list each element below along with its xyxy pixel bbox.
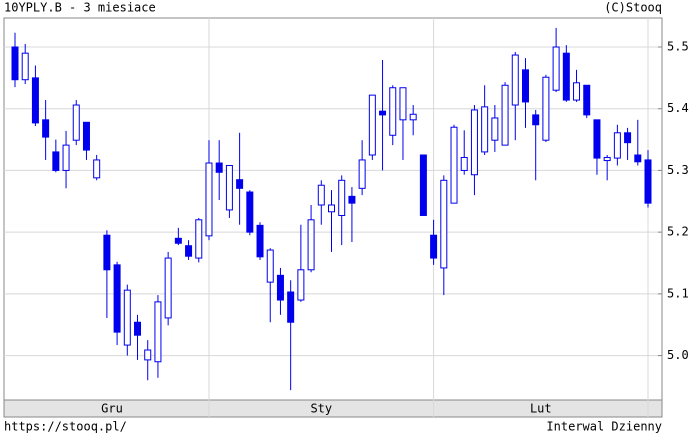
candle-body: [419, 154, 427, 216]
candle-body: [613, 132, 621, 159]
candle-body: [521, 69, 529, 103]
candle-body: [113, 264, 121, 333]
candle-body: [644, 159, 652, 204]
candle-body: [562, 52, 570, 101]
candle-body: [583, 84, 591, 116]
candle-body: [205, 162, 213, 237]
candle-body: [501, 84, 509, 146]
candle-body: [134, 321, 142, 336]
candle-body: [185, 245, 193, 257]
candle-body: [11, 46, 19, 81]
candle-body: [72, 104, 80, 141]
candle-body: [552, 46, 560, 91]
candle-body: [52, 151, 60, 171]
candle-body: [573, 82, 581, 101]
candle-body: [511, 54, 519, 106]
candle-body: [532, 114, 540, 126]
candle-body: [491, 117, 499, 141]
candle-body: [82, 121, 90, 151]
x-tick-label: Sty: [310, 402, 332, 416]
candle-body: [256, 224, 264, 258]
candle-body: [42, 119, 50, 138]
candle-body: [174, 237, 182, 244]
candle-body: [62, 144, 70, 171]
candle-body: [266, 249, 274, 283]
candle-body: [195, 219, 203, 259]
candle-body: [348, 195, 356, 204]
candle-body: [276, 274, 284, 301]
candle-body: [440, 179, 448, 269]
interval: Interwal Dzienny: [546, 420, 662, 434]
candle-body: [154, 301, 162, 363]
x-tick-label: Gru: [101, 402, 123, 416]
candle-body: [21, 52, 29, 81]
candle-body: [246, 191, 254, 233]
candle-body: [297, 269, 305, 301]
candle-body: [103, 234, 111, 271]
candle-body: [93, 159, 101, 179]
candle-body: [634, 154, 642, 163]
candle-body: [328, 204, 335, 213]
candle-body: [368, 94, 376, 156]
candle-body: [287, 291, 295, 323]
candle-body: [123, 289, 131, 346]
candle-body: [409, 113, 417, 121]
y-tick-label: 5.2: [667, 225, 689, 239]
candle-body: [624, 132, 632, 144]
candle-body: [31, 77, 39, 124]
candle-body: [317, 184, 325, 206]
y-tick-label: 5.1: [667, 286, 689, 300]
y-tick-label: 5.0: [667, 348, 689, 362]
candle-body: [358, 159, 366, 189]
copyright: (C)Stooq: [604, 1, 662, 15]
candle-body: [399, 87, 407, 121]
candle-body: [470, 109, 478, 176]
candle-body: [450, 126, 458, 204]
candle-body: [542, 76, 550, 141]
candle-body: [460, 156, 468, 171]
chart-title: 10YPLY.B - 3 miesiace: [4, 1, 156, 15]
candle-body: [603, 156, 611, 162]
candle-body: [236, 179, 244, 189]
candle-body: [164, 257, 172, 319]
candle-body: [481, 106, 489, 153]
month-strip: [3, 399, 663, 418]
candle-body: [144, 349, 152, 361]
candle-body: [338, 179, 346, 216]
source: https://stooq.pl/: [4, 420, 127, 434]
candle-body: [225, 164, 233, 211]
candle-body: [379, 110, 387, 116]
candle-body: [430, 234, 438, 259]
candle-body: [307, 219, 315, 271]
candle-body: [389, 87, 397, 136]
candle-body: [593, 119, 601, 159]
y-tick-label: 5.3: [667, 163, 689, 177]
y-tick-label: 5.4: [667, 101, 689, 115]
y-tick-label: 5.5: [667, 40, 689, 54]
candle-body: [215, 162, 223, 173]
x-tick-label: Lut: [530, 402, 552, 416]
